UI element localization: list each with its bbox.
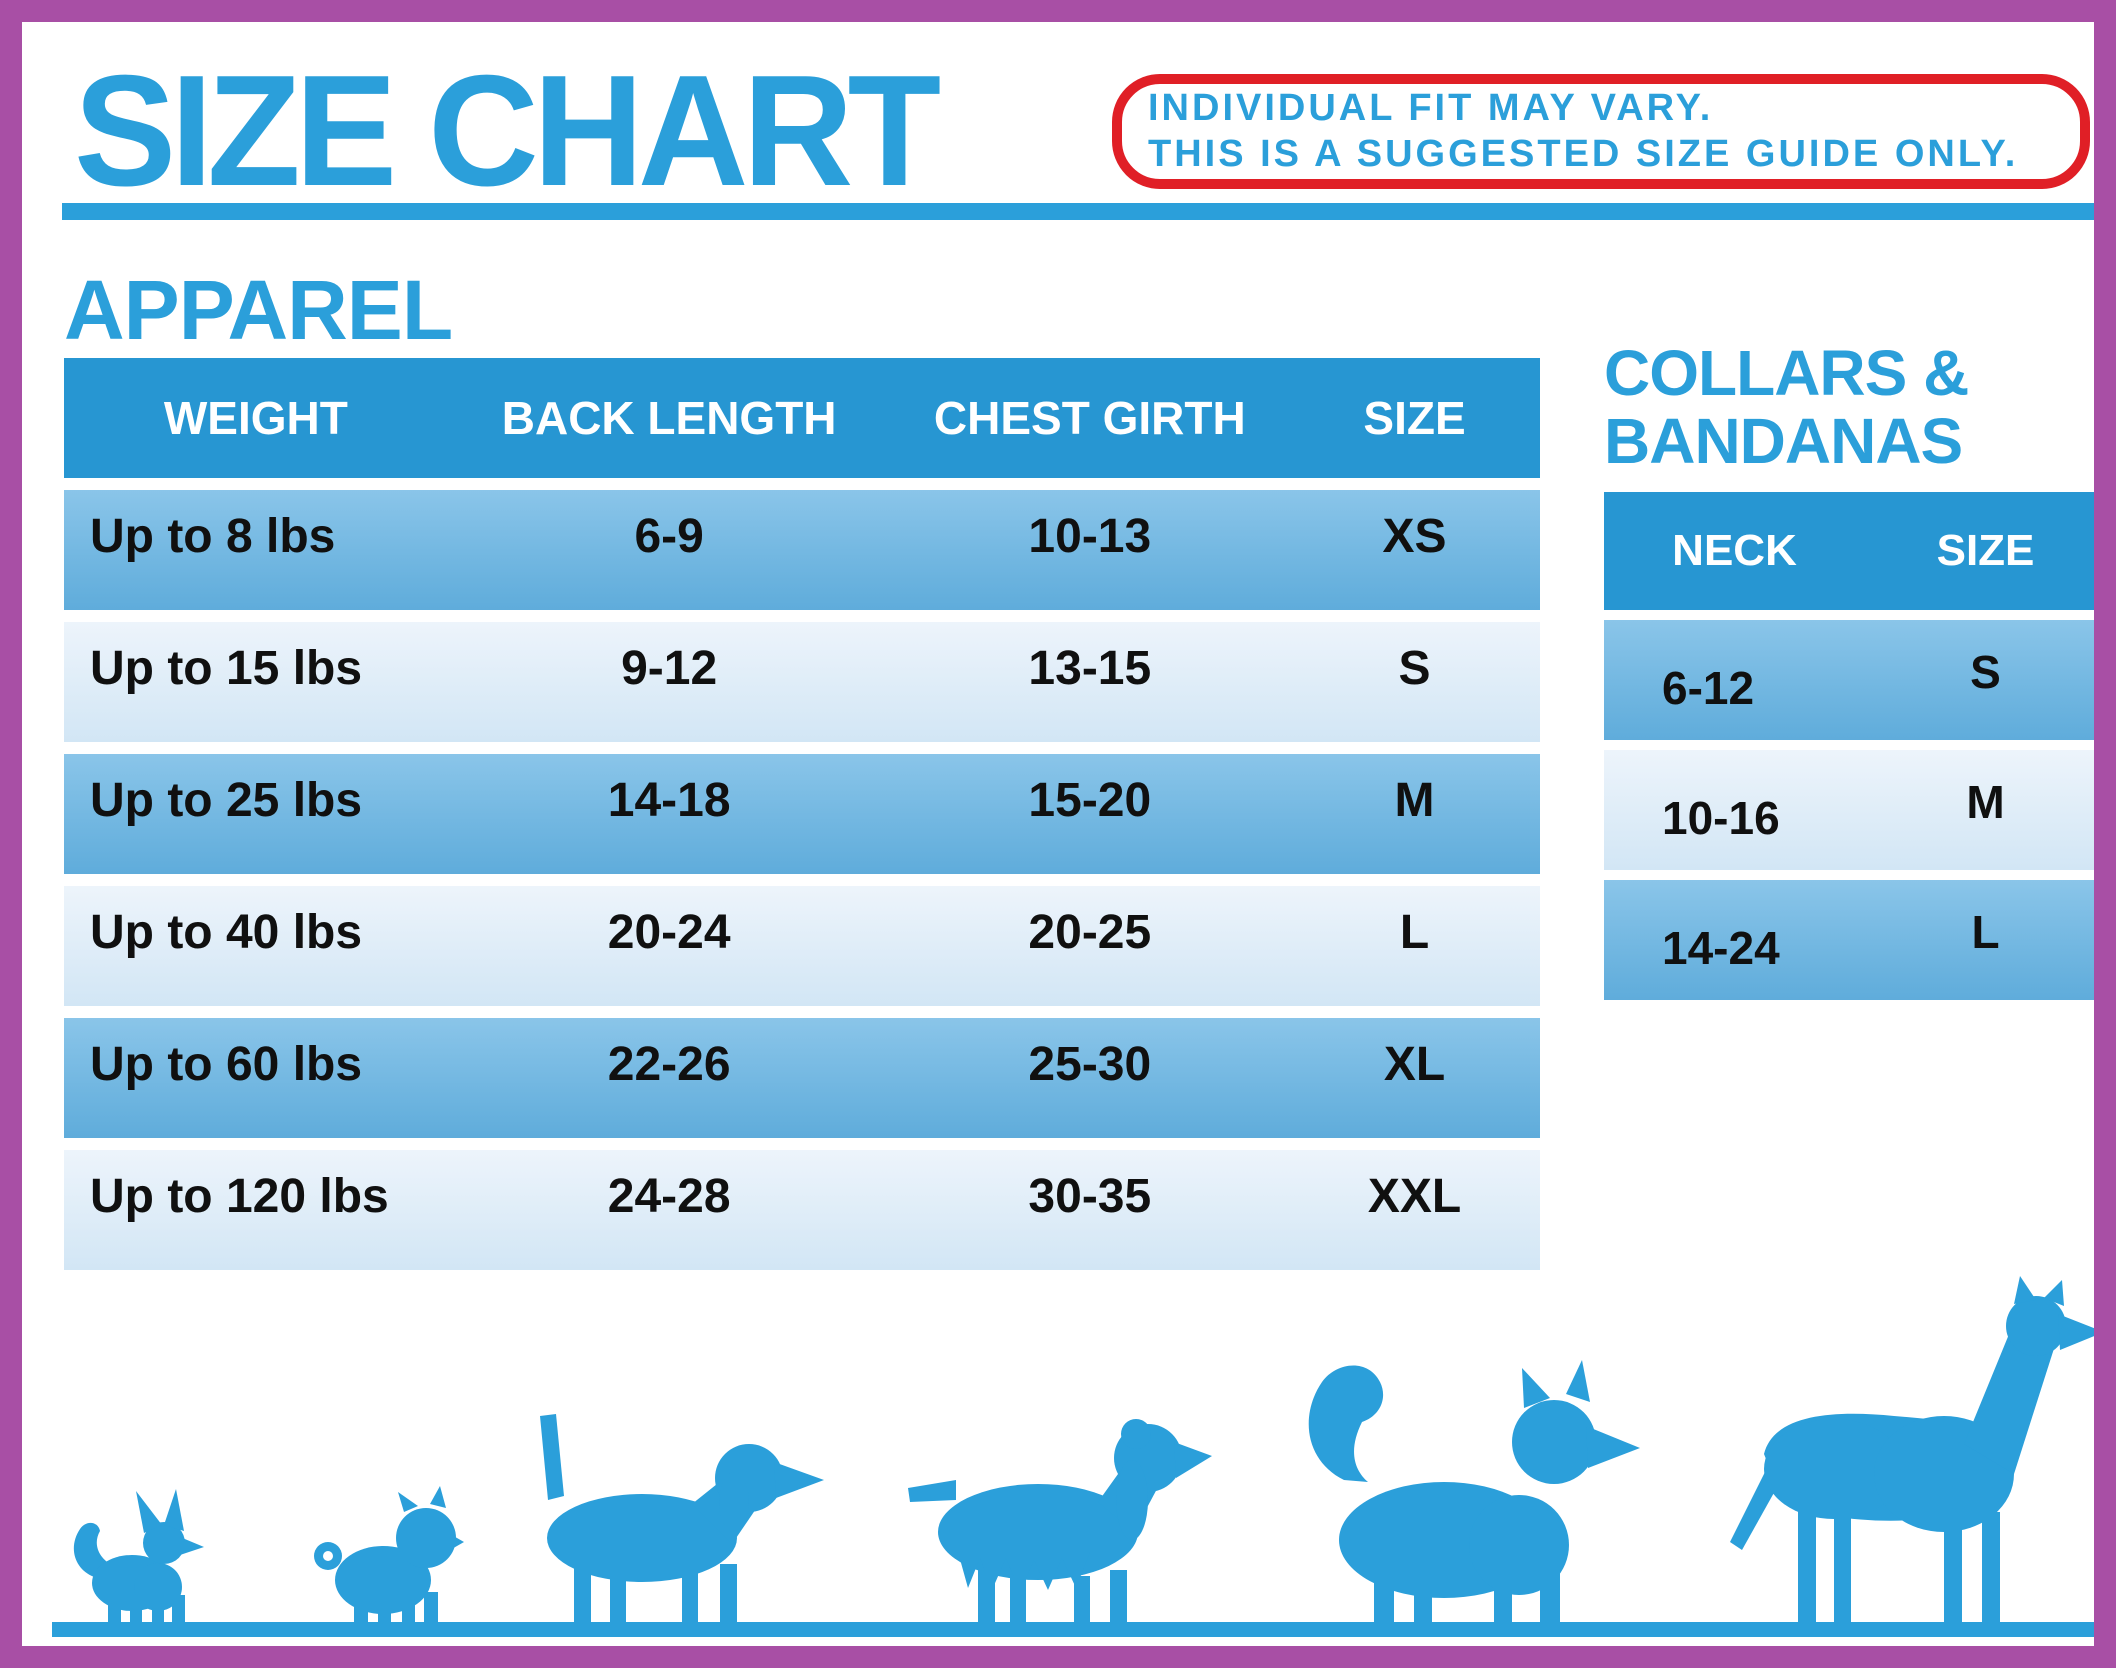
- cell-weight: Up to 40 lbs: [90, 905, 363, 959]
- cell-back-length: 22-26: [607, 1037, 731, 1091]
- page-title: SIZE CHART: [74, 43, 941, 219]
- dog-silhouette-great-dane-icon: [1730, 1276, 2094, 1630]
- cell-weight: Up to 60 lbs: [90, 1037, 363, 1091]
- cell-chest-girth: 10-13: [1028, 509, 1152, 563]
- dog-silhouette-papillon-icon: [73, 1489, 204, 1630]
- table-row: Up to 15 lbs 9-12 13-15 S: [64, 622, 1540, 742]
- cell-chest-girth: 25-30: [1028, 1037, 1152, 1091]
- title-underline: [62, 203, 2094, 220]
- collars-heading-line-2: BANDANAS: [1604, 404, 1963, 477]
- disclaimer-note: INDIVIDUAL FIT MAY VARY. THIS IS A SUGGE…: [1112, 74, 2090, 189]
- cell-size: S: [1970, 646, 2001, 698]
- cell-weight: Up to 15 lbs: [90, 641, 363, 695]
- table-row: Up to 60 lbs 22-26 25-30 XL: [64, 1018, 1540, 1138]
- dog-silhouette-pug-icon: [314, 1486, 464, 1630]
- cell-size: M: [1394, 773, 1435, 827]
- table-row: 14-24 L: [1604, 880, 2094, 1000]
- cell-chest-girth: 20-25: [1028, 905, 1152, 959]
- cell-weight: Up to 25 lbs: [90, 773, 363, 827]
- cell-chest-girth: 15-20: [1028, 773, 1152, 827]
- apparel-table-header: WEIGHT BACK LENGTH CHEST GIRTH SIZE: [64, 358, 1540, 478]
- column-header-neck: NECK: [1672, 526, 1797, 575]
- column-header-back-length: BACK LENGTH: [501, 392, 837, 444]
- column-header-size: SIZE: [1363, 392, 1466, 444]
- collars-heading-line-1: COLLARS &: [1604, 337, 1969, 409]
- cell-size: S: [1398, 641, 1431, 695]
- cell-size: XXL: [1367, 1169, 1462, 1223]
- cell-chest-girth: 30-35: [1028, 1169, 1152, 1223]
- cell-weight: Up to 120 lbs: [90, 1169, 389, 1223]
- apparel-size-table: WEIGHT BACK LENGTH CHEST GIRTH SIZE Up t…: [64, 358, 1540, 1282]
- table-row: 6-12 S: [1604, 620, 2094, 740]
- disclaimer-line-2: THIS IS A SUGGESTED SIZE GUIDE ONLY.: [1148, 132, 2019, 175]
- dog-silhouette-beagle-icon: [540, 1414, 824, 1630]
- dog-silhouette-cocker-spaniel-icon: [908, 1419, 1212, 1630]
- cell-size: XL: [1383, 1037, 1446, 1091]
- cell-back-length: 9-12: [621, 641, 718, 695]
- cell-back-length: 6-9: [634, 509, 704, 563]
- table-row: Up to 40 lbs 20-24 20-25 L: [64, 886, 1540, 1006]
- cell-size: L: [1971, 906, 2000, 958]
- ground-line: [52, 1622, 2094, 1637]
- table-row: Up to 8 lbs 6-9 10-13 XS: [64, 490, 1540, 610]
- column-header-chest-girth: CHEST GIRTH: [933, 392, 1246, 444]
- table-row: Up to 120 lbs 24-28 30-35 XXL: [64, 1150, 1540, 1270]
- cell-neck: 6-12: [1662, 662, 1755, 714]
- cell-weight: Up to 8 lbs: [90, 509, 336, 563]
- table-row: 10-16 M: [1604, 750, 2094, 870]
- collars-table-header: NECK SIZE: [1604, 492, 2094, 610]
- cell-size: XS: [1382, 509, 1447, 563]
- column-header-weight: WEIGHT: [163, 392, 348, 444]
- collars-section-heading: COLLARS & BANDANAS: [1604, 337, 1969, 477]
- dog-silhouette-husky-icon: [1308, 1360, 1640, 1630]
- cell-size: L: [1399, 905, 1430, 959]
- cell-chest-girth: 13-15: [1028, 641, 1152, 695]
- cell-back-length: 14-18: [607, 773, 731, 827]
- apparel-section-heading: APPAREL: [64, 263, 453, 357]
- cell-size: M: [1966, 776, 2005, 828]
- cell-back-length: 20-24: [607, 905, 731, 959]
- cell-back-length: 24-28: [607, 1169, 731, 1223]
- cell-neck: 10-16: [1662, 792, 1780, 844]
- column-header-size: SIZE: [1936, 526, 2035, 575]
- table-row: Up to 25 lbs 14-18 15-20 M: [64, 754, 1540, 874]
- collars-size-table: NECK SIZE 6-12 S 10-16 M 14-24 L: [1604, 492, 2094, 1010]
- cell-neck: 14-24: [1662, 922, 1780, 974]
- disclaimer-line-1: INDIVIDUAL FIT MAY VARY.: [1148, 86, 1714, 129]
